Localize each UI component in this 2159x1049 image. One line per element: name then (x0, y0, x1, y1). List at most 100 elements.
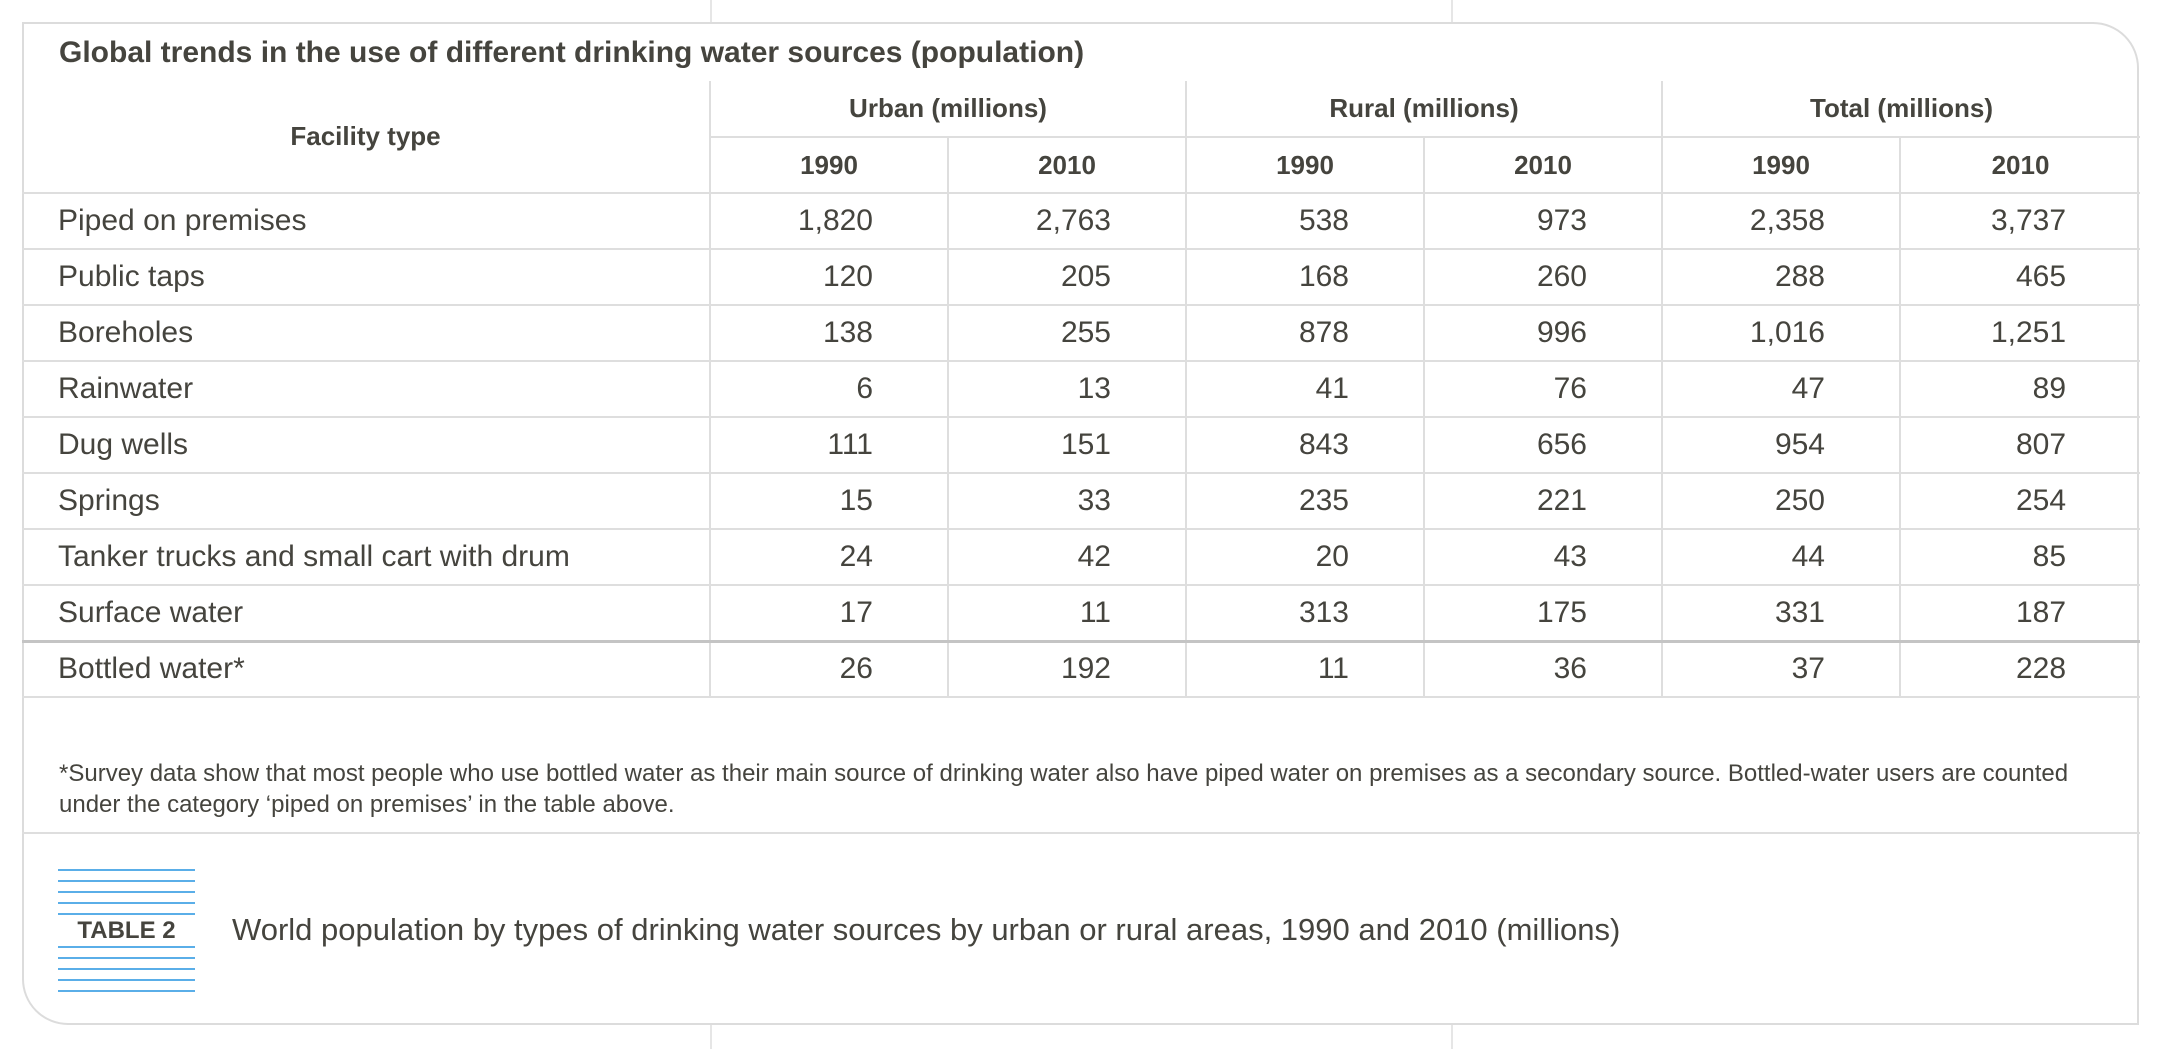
cell-value: 538 (1185, 192, 1425, 250)
cell-value: 42 (947, 528, 1187, 586)
cell-value: 954 (1661, 416, 1901, 474)
cell-value: 2,358 (1661, 192, 1901, 250)
row-label: Piped on premises (22, 192, 711, 250)
table-row: Springs 15 33 235 221 250 254 (22, 472, 2141, 530)
cell-value: 205 (947, 248, 1187, 306)
row-label: Springs (22, 472, 711, 530)
badge-stripe (58, 913, 195, 915)
urban-group-header: Urban (millions) (709, 81, 1187, 138)
cell-value: 3,737 (1898, 192, 2141, 250)
total-group-header: Total (millions) (1660, 81, 2141, 138)
cell-value: 41 (1185, 360, 1425, 418)
rural-group-header: Rural (millions) (1185, 81, 1663, 138)
year-header: 2010 (947, 136, 1187, 194)
footnote-divider (22, 832, 2140, 834)
cell-value: 37 (1661, 639, 1901, 698)
row-label: Surface water (22, 584, 711, 642)
cell-value: 151 (947, 416, 1187, 474)
badge-stripe (58, 968, 195, 970)
table-row: Dug wells 111 151 843 656 954 807 (22, 416, 2141, 474)
cell-value: 17 (709, 584, 949, 642)
cell-value: 878 (1185, 304, 1425, 362)
cell-value: 36 (1423, 639, 1663, 698)
data-table: Facility type Urban (millions) Rural (mi… (22, 81, 2141, 698)
cell-value: 250 (1661, 472, 1901, 530)
cell-value: 111 (709, 416, 949, 474)
table-row: Bottled water* 26 192 11 36 37 228 (22, 639, 2141, 698)
year-header: 2010 (1898, 136, 2141, 194)
cell-value: 13 (947, 360, 1187, 418)
badge-stripe (58, 902, 195, 904)
badge-stripe (58, 869, 195, 871)
cell-value: 47 (1661, 360, 1901, 418)
cell-value: 331 (1661, 584, 1901, 642)
badge-stripe (58, 946, 195, 948)
badge-stripe (58, 979, 195, 981)
row-label: Boreholes (22, 304, 711, 362)
cell-value: 11 (947, 584, 1187, 642)
cell-value: 228 (1898, 639, 2141, 698)
year-header: 2010 (1423, 136, 1663, 194)
row-label: Bottled water* (22, 639, 711, 698)
badge-stripe (58, 891, 195, 893)
cell-value: 996 (1423, 304, 1663, 362)
row-label: Tanker trucks and small cart with drum (22, 528, 711, 586)
cell-value: 15 (709, 472, 949, 530)
table-caption: World population by types of drinking wa… (232, 912, 1621, 947)
table-row: Piped on premises 1,820 2,763 538 973 2,… (22, 192, 2141, 250)
cell-value: 26 (709, 639, 949, 698)
cell-value: 168 (1185, 248, 1425, 306)
table-number-label: TABLE 2 (58, 916, 195, 946)
cell-value: 20 (1185, 528, 1425, 586)
cell-value: 843 (1185, 416, 1425, 474)
cell-value: 465 (1898, 248, 2141, 306)
badge-stripe (58, 957, 195, 959)
cell-value: 1,820 (709, 192, 949, 250)
table-number-badge: TABLE 2 (58, 869, 195, 993)
cell-value: 260 (1423, 248, 1663, 306)
badge-stripe (58, 990, 195, 992)
cell-value: 254 (1898, 472, 2141, 530)
table-title: Global trends in the use of different dr… (59, 36, 1085, 69)
cell-value: 1,016 (1661, 304, 1901, 362)
table-row: Boreholes 138 255 878 996 1,016 1,251 (22, 304, 2141, 362)
cell-value: 120 (709, 248, 949, 306)
badge-stripe (58, 880, 195, 882)
cell-value: 288 (1661, 248, 1901, 306)
cell-value: 44 (1661, 528, 1901, 586)
cell-value: 973 (1423, 192, 1663, 250)
cell-value: 2,763 (947, 192, 1187, 250)
cell-value: 656 (1423, 416, 1663, 474)
table-row: Public taps 120 205 168 260 288 465 (22, 248, 2141, 306)
cell-value: 175 (1423, 584, 1663, 642)
header-row-years: 1990 2010 1990 2010 1990 2010 (22, 136, 2141, 194)
facility-type-header: Facility type (22, 81, 711, 194)
cell-value: 187 (1898, 584, 2141, 642)
table-row: Rainwater 6 13 41 76 47 89 (22, 360, 2141, 418)
cell-value: 255 (947, 304, 1187, 362)
cell-value: 33 (947, 472, 1187, 530)
cell-value: 89 (1898, 360, 2141, 418)
cell-value: 11 (1185, 639, 1425, 698)
cell-value: 1,251 (1898, 304, 2141, 362)
row-label: Public taps (22, 248, 711, 306)
year-header: 1990 (1661, 136, 1901, 194)
row-label: Rainwater (22, 360, 711, 418)
cell-value: 313 (1185, 584, 1425, 642)
cell-value: 43 (1423, 528, 1663, 586)
cell-value: 24 (709, 528, 949, 586)
cell-value: 192 (947, 639, 1187, 698)
cell-value: 76 (1423, 360, 1663, 418)
table-row: Surface water 17 11 313 175 331 187 (22, 584, 2141, 642)
cell-value: 138 (709, 304, 949, 362)
cell-value: 6 (709, 360, 949, 418)
table-row: Tanker trucks and small cart with drum 2… (22, 528, 2141, 586)
table-footnote: *Survey data show that most people who u… (59, 760, 2069, 818)
row-label: Dug wells (22, 416, 711, 474)
year-header: 1990 (709, 136, 949, 194)
cell-value: 235 (1185, 472, 1425, 530)
cell-value: 221 (1423, 472, 1663, 530)
cell-value: 807 (1898, 416, 2141, 474)
year-header: 1990 (1185, 136, 1425, 194)
header-row-groups: Facility type Urban (millions) Rural (mi… (22, 81, 2141, 194)
